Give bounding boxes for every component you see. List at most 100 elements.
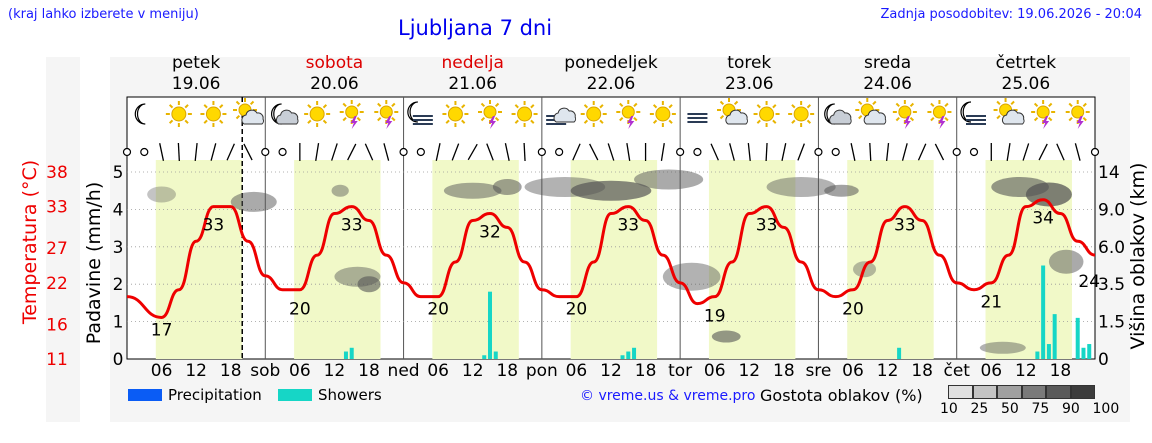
- weather-sun-icon: [304, 101, 331, 127]
- wind-barb-icon: [765, 142, 768, 162]
- cloud-density-swatch-1: [972, 385, 997, 399]
- weather-sun-storm-icon: [478, 100, 502, 129]
- cloud-height-tick-3: 3.5: [1098, 275, 1125, 295]
- x-hour-label: 12: [738, 361, 760, 381]
- x-hour-label: 18: [773, 361, 795, 381]
- legend-showers-label: Showers: [318, 386, 382, 404]
- x-hour-label: 12: [877, 361, 899, 381]
- x-hour-label: 18: [496, 361, 518, 381]
- legend-showers-swatch: [278, 389, 312, 401]
- wind-barb-icon: [781, 143, 787, 161]
- weather-fog-cloud-icon: [546, 107, 577, 125]
- wind-barb-icon: [467, 143, 478, 161]
- x-day-label-3: pon: [526, 361, 558, 381]
- last-updated: Zadnja posodobitev: 19.06.2026 - 20:04: [880, 7, 1142, 22]
- weather-sun-icon: [788, 101, 815, 127]
- x-hour-label: 06: [289, 361, 311, 381]
- weather-sun-icon: [649, 101, 676, 127]
- wind-calm-icon: [537, 147, 546, 157]
- shower-bar-15: [1087, 344, 1092, 359]
- wind-barb-icon: [589, 143, 599, 161]
- cloud-blob-5: [443, 182, 502, 199]
- day-date-1: 20.06: [310, 74, 359, 94]
- cloud-density-tick-5: 100: [1092, 401, 1120, 417]
- cloud-blob-4: [357, 276, 381, 293]
- temperature-tick-4: 16: [46, 315, 68, 335]
- cloud-blob-18: [711, 330, 741, 343]
- cloud-height-tick-5: 0: [1098, 350, 1109, 370]
- wind-calm-icon: [278, 147, 287, 157]
- shower-bar-7: [632, 347, 637, 359]
- cloud-height-tick-0: 14: [1098, 163, 1120, 183]
- cloud-blob-11: [766, 176, 836, 197]
- shower-bar-10: [1041, 265, 1046, 359]
- wind-barb-icon: [210, 143, 217, 161]
- wind-barb-icon: [626, 143, 631, 161]
- shower-bar-4: [493, 351, 498, 359]
- temperature-tick-3: 22: [46, 274, 68, 294]
- region-hint: (kraj lahko izberete v meniju): [8, 7, 199, 22]
- weather-cloud-sun-icon: [855, 98, 887, 125]
- wind-barb-icon: [243, 143, 253, 161]
- cloud-density-swatch-4: [1046, 385, 1071, 399]
- wind-barb-icon: [523, 142, 526, 162]
- cloud-height-tick-2: 6.0: [1098, 238, 1125, 258]
- precip-tick-1: 4: [113, 200, 124, 220]
- x-hour-label: 12: [185, 361, 207, 381]
- x-hour-label: 06: [566, 361, 588, 381]
- wind-calm-icon: [969, 147, 979, 157]
- precip-tick-4: 1: [113, 313, 124, 333]
- wind-barb-icon: [917, 143, 927, 161]
- legend-precipitation-swatch: [128, 389, 162, 401]
- temperature-label-5: 32: [479, 223, 501, 243]
- weather-fog-icon: [687, 113, 708, 123]
- shower-bar-12: [1052, 314, 1057, 359]
- temperature-label-2: 20: [289, 300, 311, 320]
- wind-calm-icon: [831, 147, 840, 157]
- wind-barb-icon: [1006, 143, 1011, 161]
- shower-bar-1: [349, 347, 354, 359]
- wind-barb-icon: [1038, 143, 1048, 161]
- shower-bar-6: [626, 351, 631, 359]
- shower-bar-8: [897, 347, 902, 359]
- day-name-4: torek: [727, 53, 772, 73]
- x-day-label-1: sob: [250, 361, 280, 381]
- weather-moon-fog-icon: [407, 101, 433, 125]
- temperature-label-11: 33: [894, 216, 916, 236]
- cloud-blob-10: [662, 262, 721, 291]
- wind-barb-icon: [504, 143, 510, 161]
- page-title: Ljubljana 7 dni: [398, 16, 553, 40]
- wind-barb-icon: [1022, 143, 1030, 161]
- wind-barb-icon: [364, 143, 374, 161]
- x-day-label-6: čet: [943, 361, 970, 381]
- copyright-link[interactable]: © vreme.us & vreme.pro: [580, 388, 756, 404]
- cloud-density-title: Gostota oblakov (%): [760, 386, 923, 405]
- x-day-label-5: sre: [805, 361, 831, 381]
- wind-barb-icon: [451, 143, 460, 161]
- daylight-band-1: [294, 160, 381, 359]
- shower-bar-13: [1075, 317, 1080, 359]
- cloud-density-swatch-3: [1021, 385, 1046, 399]
- x-hour-label: 12: [1015, 361, 1037, 381]
- weather-moon-fog-icon: [960, 101, 986, 125]
- wind-calm-icon: [261, 147, 270, 157]
- x-hour-label: 12: [600, 361, 622, 381]
- cloud-density-swatch-0: [948, 385, 973, 399]
- cloud-blob-12: [824, 184, 859, 197]
- day-date-6: 25.06: [1001, 74, 1051, 94]
- wind-barb-icon: [1056, 143, 1065, 161]
- weather-sun-icon: [200, 101, 227, 127]
- wind-calm-icon: [814, 147, 823, 157]
- weather-sun-storm-icon: [1065, 100, 1090, 129]
- x-day-label-4: tor: [668, 361, 692, 381]
- day-name-0: petek: [172, 53, 221, 73]
- daylight-band-4: [708, 160, 796, 359]
- shower-bar-9: [1035, 351, 1040, 359]
- weather-sun-icon: [580, 101, 607, 127]
- precip-tick-2: 3: [113, 238, 124, 258]
- temperature-label-10: 20: [842, 300, 864, 320]
- wind-calm-icon: [122, 147, 132, 157]
- day-name-6: četrtek: [995, 53, 1057, 73]
- weather-sun-storm-icon: [927, 100, 952, 129]
- x-hour-label: 18: [1050, 361, 1072, 381]
